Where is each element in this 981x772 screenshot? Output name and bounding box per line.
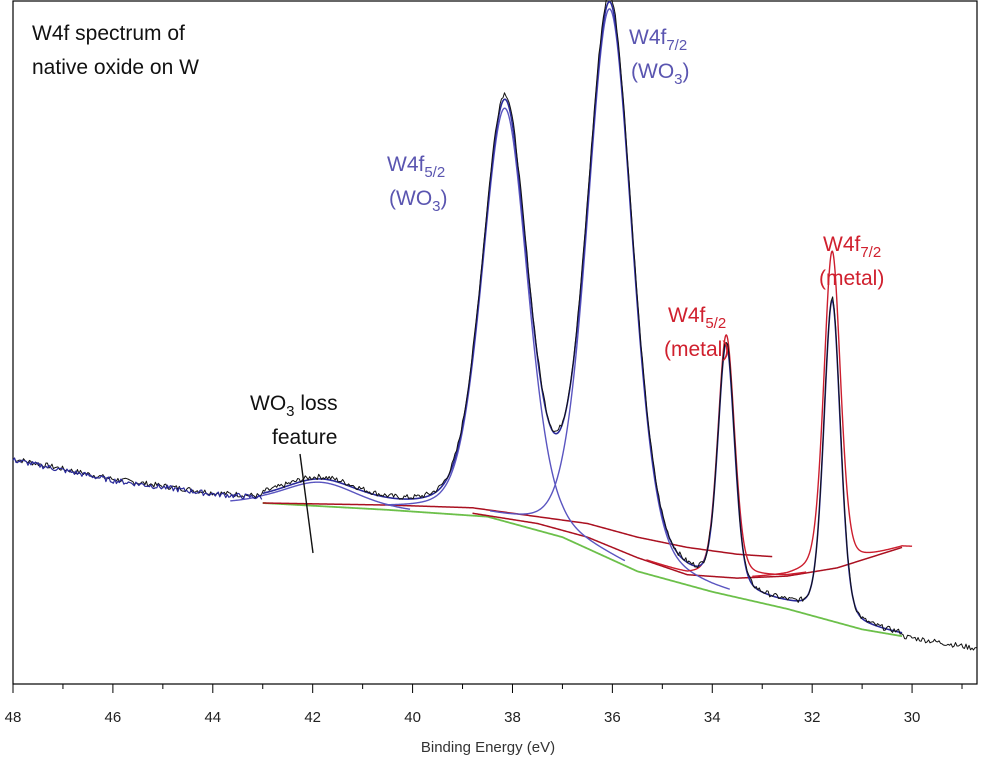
x-tick-label: 38 bbox=[504, 709, 521, 726]
raw-data-curve bbox=[12, 0, 977, 651]
loss-pointer-line bbox=[299, 453, 314, 554]
chart-title-line-1: W4f spectrum of bbox=[32, 22, 185, 45]
loss-label-b: loss bbox=[295, 392, 338, 415]
chart-title-line-2: native oxide on W bbox=[32, 56, 199, 79]
w4f72-metal-main: W4f bbox=[823, 233, 861, 256]
annotation-wo3-loss-feature: WO3 loss feature bbox=[250, 392, 338, 554]
component-peak-metal bbox=[752, 250, 913, 578]
x-axis-ticks bbox=[12, 684, 963, 693]
loss-background-curve bbox=[262, 502, 773, 558]
component-peak-oxide bbox=[489, 8, 730, 590]
w4f72-oxide-sub: 7/2 bbox=[666, 37, 687, 54]
w4f72-oxide-state-sub: 3 bbox=[674, 71, 682, 88]
w4f72-oxide-state: (WO bbox=[631, 60, 674, 83]
annotation-w4f52-metal: W4f5/2 (metal) bbox=[664, 304, 729, 361]
w4f52-oxide-sub: 5/2 bbox=[424, 164, 445, 181]
svg-text:W4f7/2: W4f7/2 bbox=[823, 233, 881, 261]
x-axis-title: Binding Energy (eV) bbox=[421, 739, 555, 756]
x-tick-label: 30 bbox=[904, 709, 921, 726]
svg-text:W4f5/2: W4f5/2 bbox=[668, 304, 726, 332]
w4f52-oxide-main: W4f bbox=[387, 153, 425, 176]
w4f52-oxide-state-sub: 3 bbox=[432, 198, 440, 215]
raw-data-tail-overlay bbox=[12, 457, 263, 500]
w4f52-oxide-state: (WO bbox=[389, 187, 432, 210]
x-tick-label: 44 bbox=[204, 709, 221, 726]
svg-text:W4f7/2: W4f7/2 bbox=[629, 26, 687, 54]
x-tick-label: 48 bbox=[5, 709, 22, 726]
w4f52-oxide-state-end: ) bbox=[441, 187, 448, 210]
annotation-w4f72-oxide: W4f7/2 (WO3) bbox=[629, 26, 690, 88]
w4f52-metal-main: W4f bbox=[668, 304, 706, 327]
x-tick-label: 40 bbox=[404, 709, 421, 726]
plot-frame bbox=[12, 0, 978, 685]
svg-text:(WO3): (WO3) bbox=[389, 187, 448, 215]
spectrum-curves bbox=[12, 0, 977, 651]
svg-text:W4f5/2: W4f5/2 bbox=[387, 153, 445, 181]
x-axis-tick-labels: 48 46 44 42 40 38 36 34 32 30 bbox=[5, 709, 921, 726]
loss-label-line-2: feature bbox=[272, 426, 337, 449]
x-tick-label: 46 bbox=[105, 709, 122, 726]
svg-text:(WO3): (WO3) bbox=[631, 60, 690, 88]
fit-envelope-curve bbox=[262, 0, 903, 634]
annotation-w4f72-metal: W4f7/2 (metal) bbox=[819, 233, 884, 290]
w4f72-oxide-main: W4f bbox=[629, 26, 667, 49]
metal-background-curve bbox=[472, 512, 903, 579]
w4f72-metal-state: (metal) bbox=[819, 267, 884, 290]
background-curve bbox=[262, 502, 903, 638]
w4f72-oxide-state-end: ) bbox=[683, 60, 690, 83]
svg-text:WO3 loss: WO3 loss bbox=[250, 392, 338, 420]
x-tick-label: 34 bbox=[704, 709, 721, 726]
loss-label-a: WO bbox=[250, 392, 286, 415]
x-tick-label: 42 bbox=[304, 709, 321, 726]
w4f52-metal-state: (metal) bbox=[664, 338, 729, 361]
w4f72-metal-sub: 7/2 bbox=[860, 244, 881, 261]
x-tick-label: 32 bbox=[804, 709, 821, 726]
chart-title: W4f spectrum of native oxide on W bbox=[32, 22, 199, 79]
annotation-w4f52-oxide: W4f5/2 (WO3) bbox=[387, 153, 448, 215]
loss-label-sub: 3 bbox=[286, 403, 294, 420]
x-tick-label: 36 bbox=[604, 709, 621, 726]
component-peak-oxide bbox=[384, 107, 626, 562]
w4f52-metal-sub: 5/2 bbox=[705, 315, 726, 332]
